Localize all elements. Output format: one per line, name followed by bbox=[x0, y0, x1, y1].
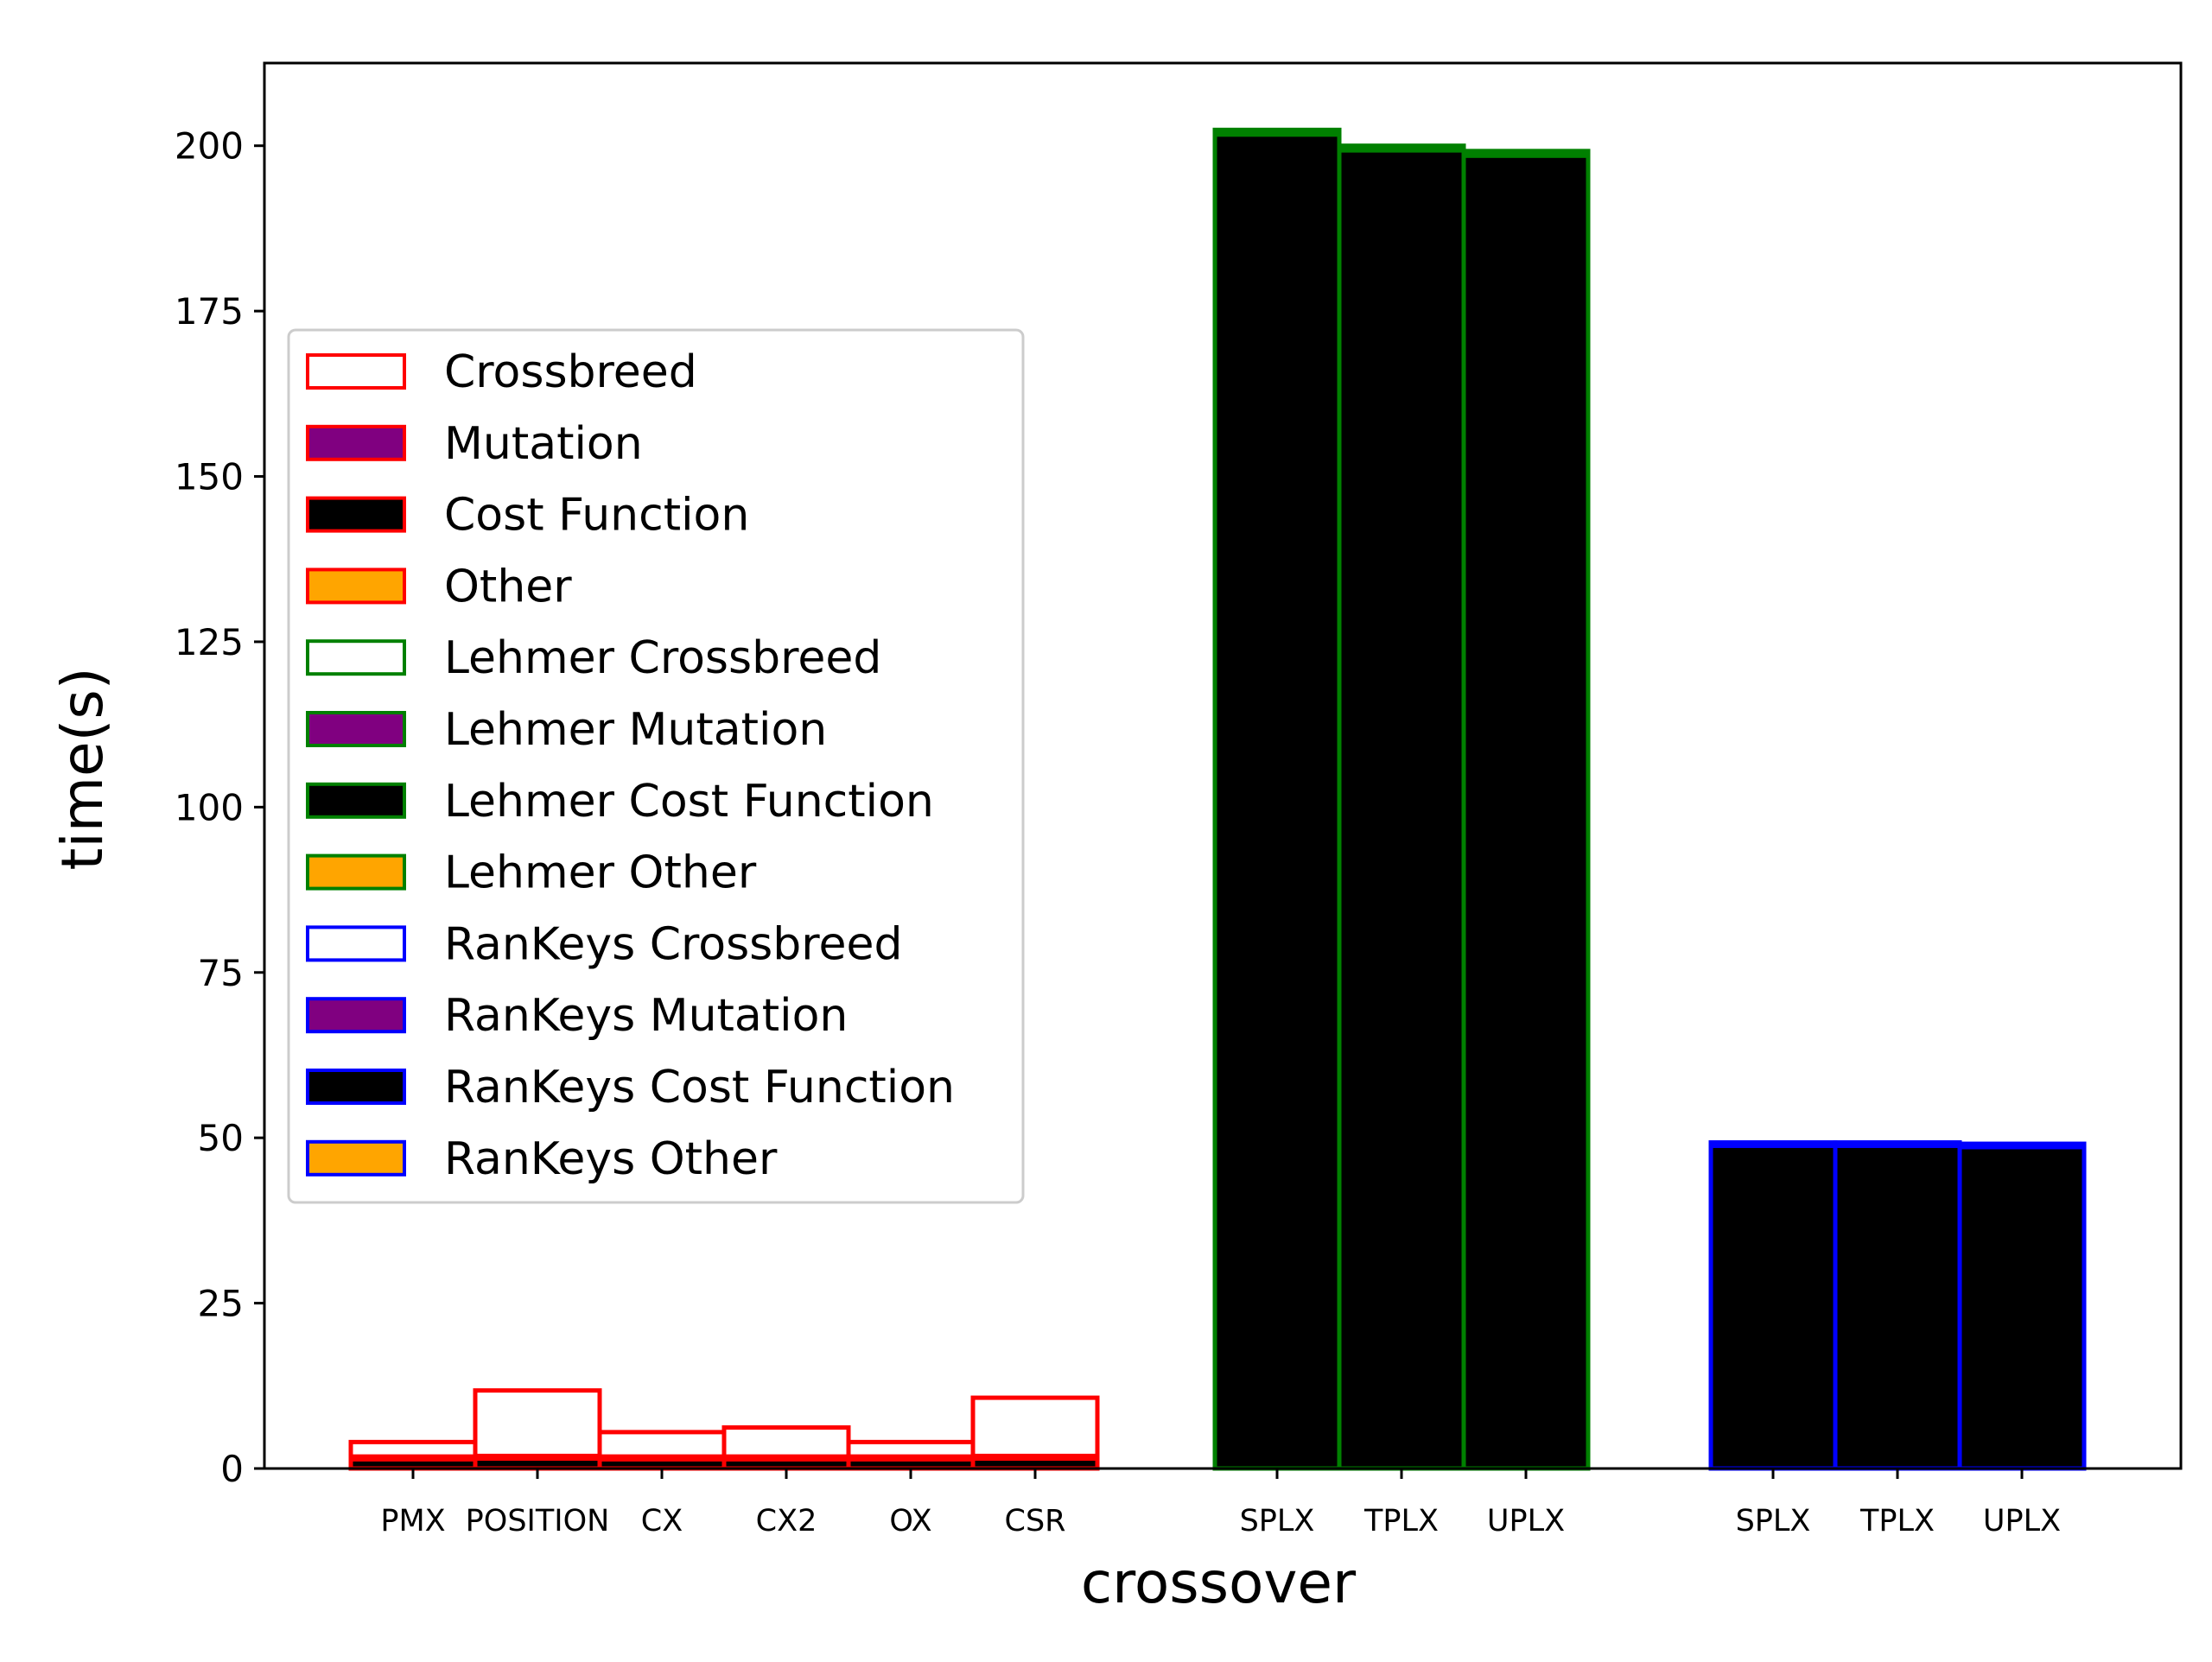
bar-segment bbox=[1957, 1145, 2087, 1471]
x-tick-label: OX bbox=[889, 1504, 931, 1538]
legend-swatch bbox=[306, 782, 406, 819]
bar-segment bbox=[1708, 1143, 1838, 1471]
legend-swatch bbox=[306, 424, 406, 461]
y-tick-label: 75 bbox=[198, 952, 244, 994]
legend-swatch bbox=[306, 1139, 406, 1177]
axes-layer: PMX POSITION CX CX2 OX CSR SPLX TPLX UPLX SPLX TPL… bbox=[175, 61, 2183, 1538]
x-axis-title: crossover bbox=[1081, 1550, 1357, 1616]
bar-segment bbox=[1461, 153, 1591, 1471]
x-tick-label: UPLX bbox=[1983, 1504, 2061, 1538]
x-tick-label: CX bbox=[641, 1504, 683, 1538]
y-tick-label: 50 bbox=[198, 1117, 244, 1159]
legend-label: RanKeys Other bbox=[444, 1133, 778, 1185]
legend-box bbox=[287, 328, 1025, 1204]
bar-segment bbox=[1833, 1140, 1962, 1145]
x-tick-label: TPLX bbox=[1859, 1504, 1935, 1538]
bar-segment bbox=[1337, 143, 1466, 149]
bar-segment bbox=[1461, 149, 1591, 155]
legend-label: Lehmer Crossbreed bbox=[444, 632, 881, 684]
legend-swatch bbox=[306, 711, 406, 747]
legend-swatch bbox=[306, 1069, 406, 1105]
y-tick-label: 125 bbox=[175, 621, 244, 663]
x-tick-label: UPLX bbox=[1487, 1504, 1565, 1538]
bar-segment bbox=[473, 1388, 602, 1458]
legend-label: Crossbreed bbox=[444, 346, 697, 398]
legend-label: Lehmer Cost Function bbox=[444, 776, 934, 828]
legend-swatch bbox=[306, 925, 406, 962]
legend-swatch bbox=[306, 568, 406, 605]
plot-frame bbox=[263, 61, 2183, 1470]
legend-label: RanKeys Cost Function bbox=[444, 1062, 955, 1113]
y-tick-label: 150 bbox=[175, 456, 244, 498]
y-tick-label: 100 bbox=[175, 786, 244, 828]
bar-segment bbox=[1212, 127, 1342, 134]
bar-segment bbox=[1833, 1143, 1962, 1471]
legend-swatch bbox=[306, 997, 406, 1034]
x-tick-label: SPLX bbox=[1240, 1504, 1315, 1538]
x-tick-label: PMX bbox=[380, 1504, 445, 1538]
x-tick-label: POSITION bbox=[466, 1504, 610, 1538]
y-tick-label: 25 bbox=[198, 1283, 244, 1325]
legend-label: Lehmer Other bbox=[444, 847, 757, 899]
x-tick-label: TPLX bbox=[1363, 1504, 1439, 1538]
legend-label: RanKeys Mutation bbox=[444, 990, 848, 1042]
x-tick-label: CX2 bbox=[756, 1504, 817, 1538]
legend-label: Lehmer Mutation bbox=[444, 704, 827, 756]
legend-swatch bbox=[306, 853, 406, 891]
bar-segment bbox=[1957, 1141, 2087, 1147]
bar-segment bbox=[1337, 148, 1466, 1471]
legend-label: Mutation bbox=[444, 418, 643, 470]
y-tick-label: 0 bbox=[220, 1448, 244, 1490]
legend-label: Other bbox=[444, 561, 572, 612]
y-tick-label: 200 bbox=[175, 125, 244, 168]
legend: Crossbreed Mutation Cost Function Other Lehm… bbox=[287, 328, 1025, 1204]
x-tick-label: SPLX bbox=[1736, 1504, 1811, 1538]
legend-swatch bbox=[306, 496, 406, 533]
bar-segment bbox=[970, 1395, 1100, 1458]
legend-label: RanKeys Crossbreed bbox=[444, 918, 903, 970]
bar-segment bbox=[1708, 1140, 1838, 1145]
legend-swatch bbox=[306, 639, 406, 676]
x-tick-label: CSR bbox=[1005, 1504, 1066, 1538]
legend-label: Cost Function bbox=[444, 490, 749, 542]
bar-segment bbox=[1212, 132, 1342, 1471]
y-tick-label: 175 bbox=[175, 290, 244, 333]
legend-swatch bbox=[306, 353, 406, 390]
bars-layer bbox=[348, 127, 2087, 1471]
y-axis-title: time(s) bbox=[49, 668, 116, 871]
